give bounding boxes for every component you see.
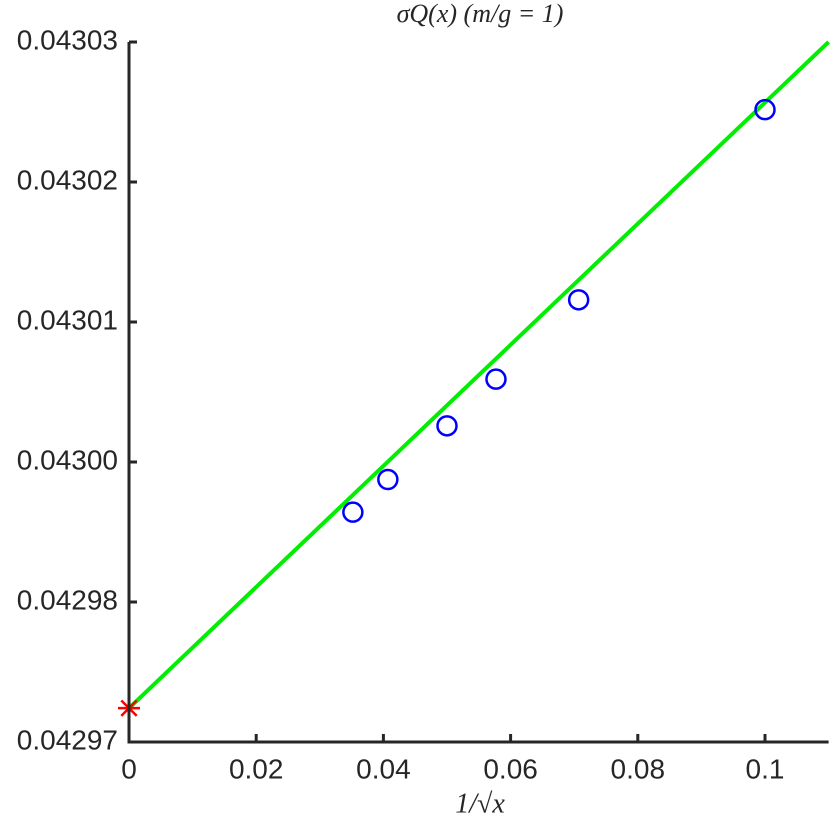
y-tick-label: 0.04300: [17, 444, 118, 475]
x-axis-label: 1/√x: [455, 788, 505, 819]
y-tick-label: 0.04302: [17, 164, 118, 195]
x-tick-label: 0.08: [611, 753, 666, 784]
point-marker: [342, 501, 364, 523]
y-tick-label: 0.04303: [17, 24, 118, 55]
x-tick-label: 0: [121, 753, 137, 784]
y-tick-label: 0.04301: [17, 304, 118, 335]
point-marker: [567, 289, 590, 311]
x-tick-label: 0.04: [356, 753, 411, 784]
point-marker: [377, 468, 399, 491]
point-marker: [754, 98, 776, 121]
point-marker: [485, 368, 507, 390]
x-tick-label: 0.02: [229, 753, 284, 784]
x-tick-label: 0.06: [483, 753, 538, 784]
y-tick-label: 0.04297: [17, 724, 118, 755]
x-tick-label: 0.1: [746, 753, 785, 784]
y-tick-label: 0.04298: [17, 584, 118, 615]
point-marker: [436, 415, 458, 437]
chart-title: σQ(x) (m/g = 1): [397, 0, 564, 28]
fit-line: [127, 40, 830, 710]
